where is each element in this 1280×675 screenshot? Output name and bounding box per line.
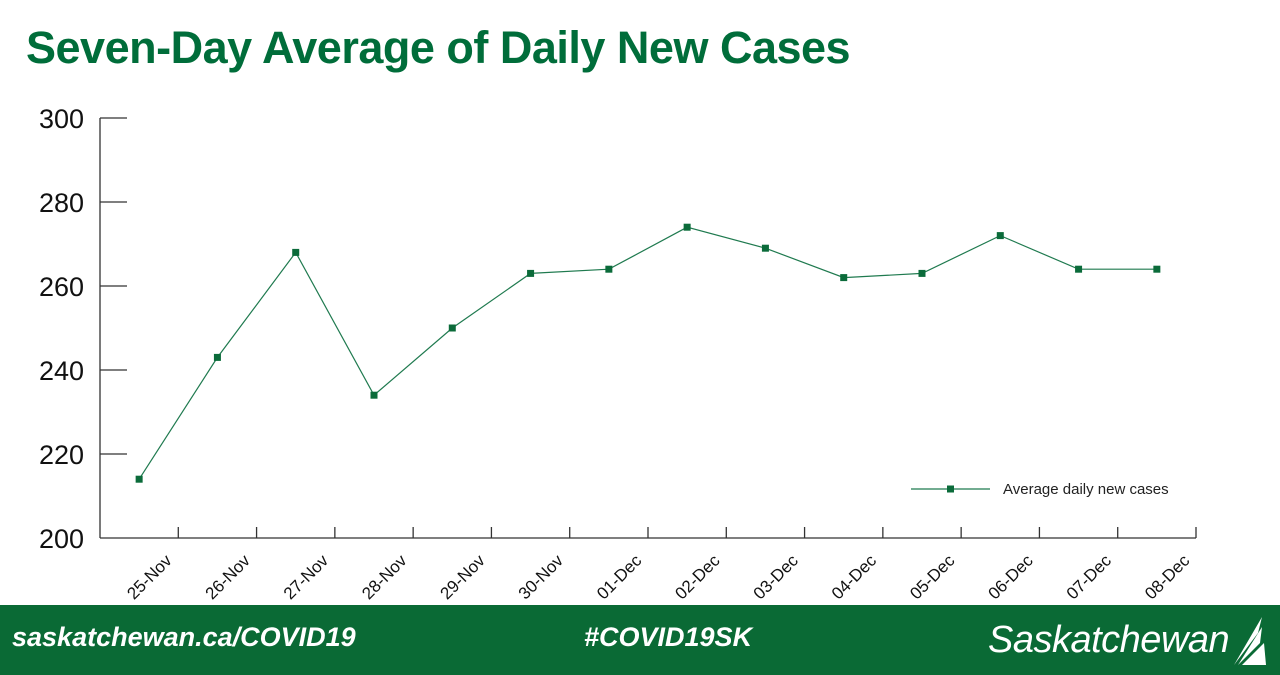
x-tick-label: 07-Dec (1063, 551, 1116, 604)
x-tick-label: 05-Dec (906, 551, 959, 604)
x-tick-label: 08-Dec (1141, 551, 1194, 604)
data-point (761, 244, 769, 252)
y-tick-label: 280 (39, 188, 84, 218)
y-tick-label: 200 (39, 524, 84, 554)
data-point (840, 274, 848, 282)
footer-banner: saskatchewan.ca/COVID19 #COVID19SK Saska… (0, 605, 1280, 675)
series-line (138, 226, 1157, 480)
x-tick-label: 29-Nov (437, 551, 490, 604)
x-tick-label: 04-Dec (828, 551, 881, 604)
data-point (370, 391, 378, 399)
x-tick-label: 03-Dec (750, 551, 803, 604)
x-tick-label: 01-Dec (593, 551, 646, 604)
x-tick-label: 30-Nov (515, 551, 568, 604)
data-point (527, 269, 535, 277)
y-tick-label: 300 (39, 104, 84, 134)
x-tick-label: 02-Dec (671, 551, 724, 604)
data-point (292, 248, 300, 256)
data-point (213, 353, 221, 361)
x-tick-label: 26-Nov (202, 551, 255, 604)
hashtag: #COVID19SK (584, 622, 753, 652)
data-point (135, 475, 143, 483)
x-tick-label: 06-Dec (985, 551, 1038, 604)
legend-label: Average daily new cases (1003, 481, 1169, 498)
website-link[interactable]: saskatchewan.ca/COVID19 (12, 622, 356, 652)
chart-title: Seven-Day Average of Daily New Cases (26, 22, 851, 73)
data-point (683, 223, 691, 231)
saskatchewan-logo-text: Saskatchewan (988, 619, 1230, 661)
line-chart: 200 220 240 260 280 300 25-Nov 26-Nov 27-Nov 28-N… (39, 104, 1197, 604)
data-point (605, 265, 613, 273)
x-tick-label: 28-Nov (358, 551, 411, 604)
data-point (918, 269, 926, 277)
y-tick-label: 240 (39, 356, 84, 386)
data-point (1075, 265, 1083, 273)
data-point (996, 232, 1004, 240)
data-point (448, 324, 456, 332)
x-tick-label: 25-Nov (123, 551, 176, 604)
y-tick-label: 260 (39, 272, 84, 302)
y-tick-label: 220 (39, 440, 84, 470)
wheat-logo-icon (1234, 617, 1266, 665)
x-tick-label: 27-Nov (280, 551, 333, 604)
data-point (1153, 265, 1161, 273)
legend-marker (947, 485, 954, 493)
